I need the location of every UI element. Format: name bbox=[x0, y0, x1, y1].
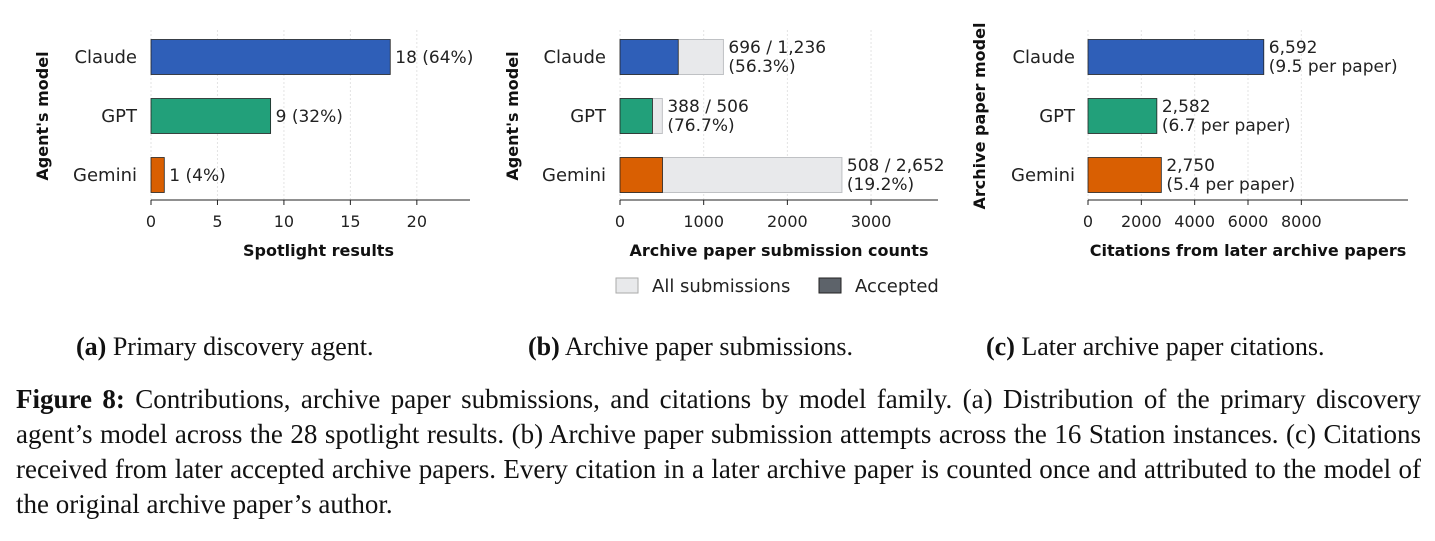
x-tick-label: 0 bbox=[146, 212, 156, 231]
bar-gemini bbox=[1087, 157, 1162, 193]
legend-label-accepted: Accepted bbox=[855, 276, 939, 297]
bar-claude bbox=[150, 39, 391, 75]
value-label: 6,592 bbox=[1269, 38, 1318, 58]
value-label: 508 / 2,652 bbox=[847, 156, 945, 176]
panel-b-chart: Claude 696 / 1,236(56.3%) GPT 388 / 506(76.… bbox=[503, 30, 945, 297]
figure-label: Figure 8: bbox=[16, 384, 125, 414]
bar-accepted-claude bbox=[619, 39, 679, 75]
x-tick-label: 0 bbox=[1083, 212, 1093, 231]
bar-accepted-gemini bbox=[619, 157, 663, 193]
bar-gpt bbox=[150, 98, 272, 134]
x-tick-label: 1000 bbox=[683, 212, 724, 231]
value-label-detail: (19.2%) bbox=[847, 175, 914, 195]
bar-accepted-gpt bbox=[619, 98, 653, 134]
subcaption-c: (c) Later archive paper citations. bbox=[986, 332, 1325, 361]
figure-caption: Figure 8: Contributions, archive paper s… bbox=[16, 382, 1421, 522]
x-tick-label: 3000 bbox=[851, 212, 892, 231]
figure-charts: Claude 18 (64%) GPT 9 (32%) Gemini 1 (4%) 0 5 10… bbox=[33, 23, 1408, 297]
value-label: 9 (32%) bbox=[276, 107, 343, 127]
caption-text: Contributions, archive paper submissions… bbox=[16, 384, 1421, 519]
x-tick-label: 15 bbox=[340, 212, 360, 231]
legend-label-all-submissions: All submissions bbox=[652, 276, 790, 297]
value-label: 18 (64%) bbox=[395, 48, 473, 68]
category-label-gemini: Gemini bbox=[1011, 165, 1075, 186]
category-label-claude: Claude bbox=[543, 47, 606, 68]
x-tick-label: 8000 bbox=[1281, 212, 1322, 231]
x-tick-label: 4000 bbox=[1174, 212, 1215, 231]
x-tick-label: 2000 bbox=[1121, 212, 1162, 231]
value-label: 2,582 bbox=[1162, 97, 1211, 117]
value-label-detail: (9.5 per paper) bbox=[1269, 57, 1398, 77]
panel-c-chart: Claude 6,592(9.5 per paper) GPT 2,582(6.7 p… bbox=[970, 23, 1408, 260]
y-axis-label: Agent's model bbox=[33, 51, 52, 180]
y-axis-label: Agent's model bbox=[503, 51, 522, 180]
legend-swatch-all-submissions bbox=[615, 277, 639, 294]
x-tick-label: 10 bbox=[274, 212, 294, 231]
x-tick-label: 0 bbox=[615, 212, 625, 231]
x-axis-label: Archive paper submission counts bbox=[630, 241, 929, 260]
legend-swatch-accepted bbox=[818, 277, 842, 294]
value-label-detail: (56.3%) bbox=[728, 57, 795, 77]
value-label: 1 (4%) bbox=[169, 166, 225, 186]
category-label-gemini: Gemini bbox=[73, 165, 137, 186]
value-label: 696 / 1,236 bbox=[728, 38, 826, 58]
bar-claude bbox=[1087, 39, 1265, 75]
category-label-claude: Claude bbox=[1012, 47, 1075, 68]
x-tick-label: 2000 bbox=[767, 212, 808, 231]
x-tick-label: 5 bbox=[212, 212, 222, 231]
bar-gpt bbox=[1087, 98, 1158, 134]
x-tick-label: 20 bbox=[407, 212, 427, 231]
x-tick-label: 6000 bbox=[1228, 212, 1269, 231]
value-label: 2,750 bbox=[1166, 156, 1215, 176]
x-axis-label: Spotlight results bbox=[243, 241, 394, 260]
value-label: 388 / 506 bbox=[667, 97, 748, 117]
value-label-detail: (5.4 per paper) bbox=[1166, 175, 1295, 195]
category-label-gpt: GPT bbox=[570, 106, 607, 127]
subcaption-a: (a) Primary discovery agent. bbox=[76, 332, 374, 361]
category-label-gpt: GPT bbox=[101, 106, 138, 127]
subcaption-b: (b) Archive paper submissions. bbox=[528, 332, 853, 361]
x-axis-label: Citations from later archive papers bbox=[1090, 241, 1406, 260]
panel-a-chart: Claude 18 (64%) GPT 9 (32%) Gemini 1 (4%) 0 5 10… bbox=[33, 30, 473, 260]
category-label-gpt: GPT bbox=[1039, 106, 1076, 127]
bar-gemini bbox=[150, 157, 165, 193]
value-label-detail: (6.7 per paper) bbox=[1162, 116, 1291, 136]
value-label-detail: (76.7%) bbox=[667, 116, 734, 136]
category-label-gemini: Gemini bbox=[542, 165, 606, 186]
y-axis-label: Archive paper model bbox=[970, 23, 989, 210]
category-label-claude: Claude bbox=[74, 47, 137, 68]
